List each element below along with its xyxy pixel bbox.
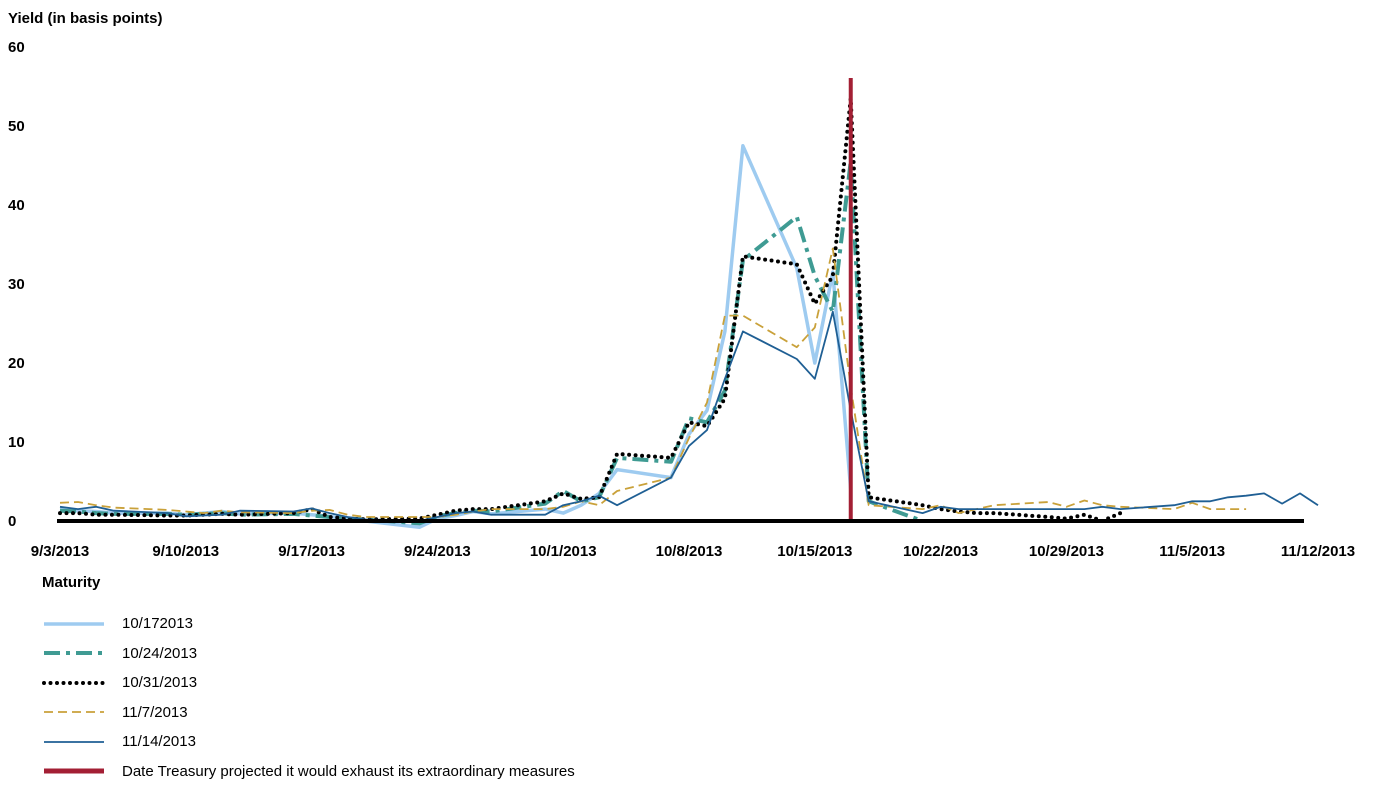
y-tick-label: 60 — [8, 39, 25, 56]
x-tick-label: 10/22/2013 — [903, 543, 978, 560]
series-lines — [60, 98, 1318, 527]
legend-label: 10/31/2013 — [122, 674, 197, 691]
legend-item: 10/24/2013 — [42, 639, 575, 669]
x-tick-label: 9/3/2013 — [31, 543, 89, 560]
legend-item: Date Treasury projected it would exhaust… — [42, 757, 575, 786]
x-tick-label: 9/10/2013 — [152, 543, 219, 560]
y-tick-labels: 0 10 20 30 40 50 60 — [8, 39, 25, 530]
x-tick-label: 10/8/2013 — [656, 543, 723, 560]
series-line-2 — [60, 162, 923, 524]
legend-swatch — [42, 618, 106, 630]
legend-item: 10/172013 — [42, 609, 575, 639]
legend-swatch — [42, 765, 106, 777]
x-tick-label: 10/1/2013 — [530, 543, 597, 560]
legend-label: 10/172013 — [122, 615, 193, 632]
legend-item: 11/14/2013 — [42, 727, 575, 757]
series-line-5 — [60, 312, 1318, 521]
legend: Maturity 10/172013 10/24/2013 10/31/2013 11… — [42, 574, 575, 786]
legend-swatch — [42, 706, 106, 718]
series-line-3 — [60, 98, 1120, 521]
x-tick-label: 9/24/2013 — [404, 543, 471, 560]
y-tick-label: 30 — [8, 276, 25, 293]
legend-title: Maturity — [42, 574, 575, 591]
legend-item: 10/31/2013 — [42, 668, 575, 698]
legend-swatch — [42, 736, 106, 748]
y-tick-label: 20 — [8, 355, 25, 372]
legend-swatch — [42, 677, 106, 689]
legend-label: 11/14/2013 — [122, 733, 196, 750]
x-tick-labels: 9/3/2013 9/10/2013 9/17/2013 9/24/2013 10/1/… — [31, 543, 1355, 560]
y-tick-label: 10 — [8, 434, 25, 451]
x-tick-label: 10/29/2013 — [1029, 543, 1104, 560]
x-tick-label: 11/12/2013 — [1281, 543, 1355, 560]
y-tick-label: 50 — [8, 118, 25, 135]
x-tick-label: 11/5/2013 — [1159, 543, 1225, 560]
legend-label: 11/7/2013 — [122, 704, 188, 721]
legend-label: 10/24/2013 — [122, 645, 197, 662]
legend-item: 11/7/2013 — [42, 698, 575, 728]
line-chart: 0 10 20 30 40 50 60 9/3/2013 9/10/2013 9/17/2013… — [0, 0, 1380, 565]
x-tick-label: 9/17/2013 — [278, 543, 345, 560]
series-line-4 — [60, 249, 1246, 518]
y-tick-label: 0 — [8, 513, 16, 530]
legend-label: Date Treasury projected it would exhaust… — [122, 763, 575, 780]
y-tick-label: 40 — [8, 197, 25, 214]
legend-swatch — [42, 647, 106, 659]
x-tick-label: 10/15/2013 — [777, 543, 852, 560]
